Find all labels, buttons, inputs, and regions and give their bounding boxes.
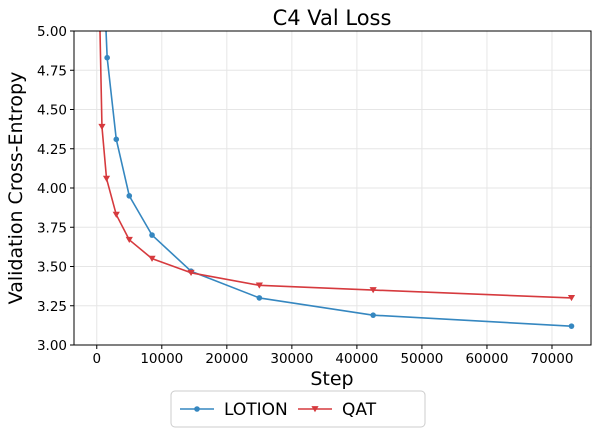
data-point-qat — [369, 287, 377, 294]
data-point-lotion — [126, 193, 133, 199]
data-point-qat — [187, 269, 195, 277]
data-point-qat — [98, 123, 106, 131]
data-point-lotion — [256, 295, 263, 301]
y-tick-label: 4.00 — [37, 181, 67, 197]
data-point-lotion — [104, 54, 110, 61]
legend-item-qat: QAT — [298, 400, 377, 420]
series-line-lotion — [105, 31, 572, 327]
data-point-lotion — [370, 312, 376, 318]
y-axis-label: Validation Cross-Entropy — [5, 72, 27, 305]
y-tick-label: 3.75 — [37, 220, 67, 236]
legend-label-lotion: LOTION — [224, 400, 288, 420]
data-point-lotion — [113, 136, 120, 143]
x-tick-label: 10000 — [140, 351, 183, 367]
y-tick-label: 4.25 — [37, 142, 67, 158]
series-group — [98, 31, 576, 329]
x-tick-label: 70000 — [531, 351, 574, 367]
legend-marker-lotion — [194, 406, 200, 412]
chart-title: C4 Val Loss — [273, 6, 392, 30]
data-point-qat — [255, 282, 263, 289]
y-tick-label: 4.50 — [37, 103, 67, 119]
y-tick-label: 4.75 — [37, 63, 67, 79]
data-point-lotion — [568, 323, 575, 329]
x-tick-label: 30000 — [270, 351, 313, 367]
y-tick-label: 3.00 — [37, 338, 67, 354]
data-point-qat — [102, 175, 111, 182]
data-point-qat — [567, 295, 576, 302]
x-tick-label: 60000 — [465, 351, 508, 367]
y-tick-label: 5.00 — [37, 24, 67, 40]
legend-label-qat: QAT — [342, 400, 377, 420]
gridlines — [74, 30, 591, 346]
y-tick-label: 3.50 — [37, 260, 67, 276]
data-point-qat — [125, 236, 133, 244]
series-lotion — [104, 31, 575, 329]
data-point-lotion — [149, 232, 155, 238]
data-point-qat — [112, 211, 120, 218]
series-line-qat — [99, 31, 572, 299]
x-tick-label: 20000 — [205, 351, 248, 367]
x-tick-label: 40000 — [335, 351, 378, 367]
axis-ticks: 0 10000 20000 30000 40000 50000 60000 70000 3.00… — [37, 24, 574, 367]
x-tick-label: 0 — [92, 351, 101, 367]
legend-item-lotion: LOTION — [180, 400, 288, 420]
legend: LOTION QAT — [170, 390, 426, 428]
data-point-qat — [148, 255, 156, 262]
legend-marker-qat — [311, 406, 319, 413]
y-tick-label: 3.25 — [37, 299, 67, 315]
x-axis-label: Step — [310, 368, 353, 390]
series-qat — [98, 31, 576, 302]
x-tick-label: 50000 — [400, 351, 443, 367]
